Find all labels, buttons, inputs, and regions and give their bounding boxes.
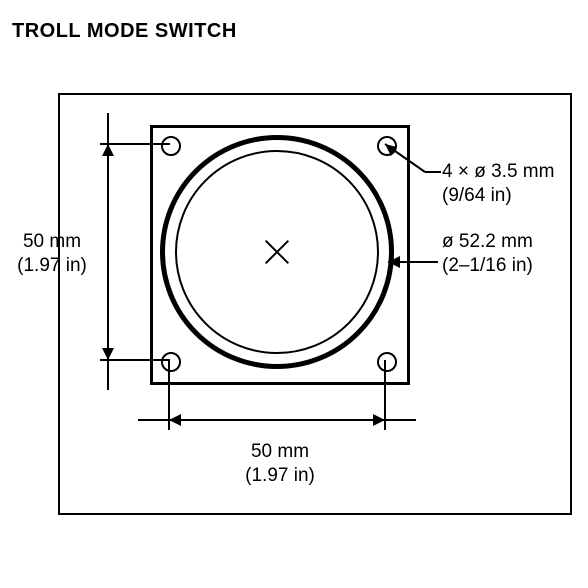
diameter-callout-line1: ø 52.2 mm [442,231,533,252]
diameter-callout-line2: (2–1/16 in) [442,255,533,276]
dim-v-line [107,144,109,360]
dim-h-line2: (1.97 in) [245,465,315,486]
dim-h-stub-left [138,419,169,421]
mounting-hole-bl [161,352,181,372]
mounting-hole-tl [161,136,181,156]
dim-h-line [169,419,385,421]
dim-v-line2: (1.97 in) [17,255,87,276]
page-title: TROLL MODE SWITCH [12,20,237,43]
center-mark-icon [261,236,293,268]
hole-leader-shelf [425,171,441,173]
dim-h-line1: 50 mm [251,441,309,462]
dim-h-label: 50 mm (1.97 in) [230,440,330,488]
hole-callout-line2: (9/64 in) [442,185,512,206]
dim-v-label: 50 mm (1.97 in) [8,230,96,278]
dim-v-line1: 50 mm [23,231,81,252]
hole-leader-line [385,144,445,184]
hole-callout-line1: 4 × ø 3.5 mm [442,161,554,182]
diameter-callout-label: ø 52.2 mm (2–1/16 in) [442,230,533,278]
diameter-leader-arrow-icon [388,256,400,268]
dim-v-arrow-up-icon [102,144,114,156]
hole-callout-label: 4 × ø 3.5 mm (9/64 in) [442,160,554,208]
dim-h-stub-right [385,419,416,421]
mounting-hole-br [377,352,397,372]
dim-v-arrow-down-icon [102,348,114,360]
dim-v-stub-bot [107,360,109,390]
dim-v-stub-top [107,113,109,144]
dim-h-arrow-left-icon [169,414,181,426]
dim-h-arrow-right-icon [373,414,385,426]
